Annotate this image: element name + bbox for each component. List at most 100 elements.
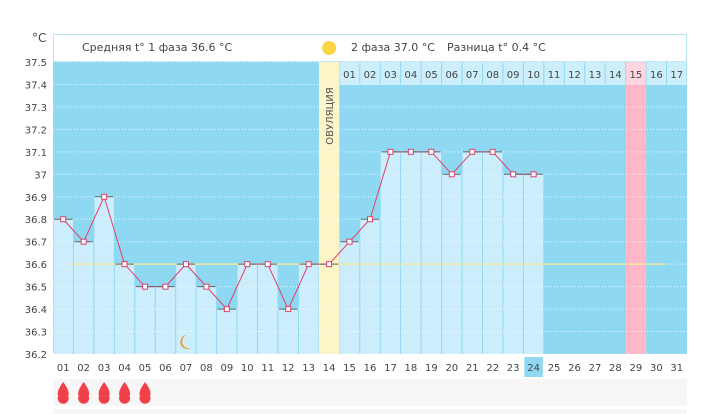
phase2-average: 2 фаза 37.0 °C [351,41,435,54]
x-day-label: 01 [57,363,70,374]
x-day-label: 25 [548,363,561,374]
x-day-label: 07 [180,363,193,374]
temperature-point [367,216,373,223]
phase2-day-label: 12 [568,70,581,81]
temperature-bar [217,309,237,354]
temperature-point [121,261,128,268]
temperature-bar [421,151,442,354]
temperature-bar [482,151,503,354]
x-day-label: 29 [630,363,643,374]
phase2-day-label: 03 [384,70,397,81]
phase2-day-label: 16 [650,70,663,81]
phase2-day-label: 13 [589,70,602,81]
temperature-line [62,151,534,311]
phase2-day-label: 07 [466,70,479,81]
y-tick-label: 36.3 [25,328,47,339]
phase2-day-cell [503,62,523,85]
temperature-bar [135,286,155,354]
temperature-point [305,261,312,268]
x-day-label: 19 [425,363,438,374]
phase2-day-label: 04 [405,70,418,81]
temperature-point [469,148,476,155]
phase2-day-cell [401,62,421,85]
phase2-day-label: 08 [486,70,499,81]
x-day-label: 06 [159,363,172,374]
sun-icon [322,41,337,55]
x-day-label: 28 [609,363,622,374]
blood-drop-icon [139,382,151,404]
temperature-point [510,171,517,178]
phase2-day-cell [442,62,462,85]
x-day-label: 24 [527,363,540,374]
phase2-day-cell [462,62,482,85]
ovulation-label: ОВУЛЯЦИЯ [325,87,336,145]
x-day-label: 21 [466,363,479,374]
y-tick-label: 37 [34,170,47,181]
temperature-point [407,148,414,155]
temperature-bar [462,151,482,354]
temperature-point [448,171,455,178]
x-day-label: 05 [139,363,152,374]
pink-column [625,62,647,354]
y-tick-label: 36.4 [25,305,47,316]
x-day-label: 11 [261,363,274,374]
phase2-day-label: 15 [630,70,643,81]
phase2-day-cell [482,62,503,85]
phase2-day-cell [421,62,442,85]
temperature-point [60,216,67,223]
x-day-label: 23 [507,363,520,374]
temperature-point [101,193,108,200]
x-day-label: 27 [589,363,602,374]
phase2-day-label: 05 [425,70,438,81]
y-tick-label: 36.2 [25,350,47,361]
blood-drop-icon [57,382,69,404]
temperature-point [80,238,87,245]
temperature-point [428,148,435,155]
temperature-point [489,148,496,155]
blood-drop-icon [119,382,131,404]
temperature-point [264,261,271,268]
temperature-bar [196,286,217,354]
y-tick-label: 37.1 [25,148,47,159]
phase2-day-cell [339,62,360,85]
y-tick-label: 36.9 [25,193,47,204]
symptom-row [53,379,687,406]
temperature-bar [360,219,380,354]
unit-label: °C [32,31,47,45]
y-tick-label: 37.3 [25,103,47,114]
phase2-day-label: 01 [343,70,356,81]
temperature-bar [380,151,401,354]
x-day-label: 26 [568,363,581,374]
x-day-label: 10 [241,363,254,374]
x-day-label: 20 [445,363,458,374]
temperature-bar [94,196,114,354]
phase-header: Средняя t° 1 фаза 36.6 °C 2 фаза 37.0 °C… [53,34,687,62]
symptom-row-2 [53,409,687,414]
phase1-average: Средняя t° 1 фаза 36.6 °C [82,41,233,54]
blood-drop-icon [98,382,110,404]
x-day-label: 17 [384,363,397,374]
x-day-label: 22 [486,363,499,374]
x-day-label: 03 [98,363,111,374]
temperature-point [530,171,537,178]
phase2-day-cell [605,62,626,85]
y-tick-label: 36.7 [25,238,47,249]
temperature-point [285,306,292,313]
phase2-day-cell [667,62,687,85]
phase2-day-cell [564,62,585,85]
temperature-bar [53,219,73,354]
phase2-day-label: 11 [548,70,561,81]
x-day-label: 31 [670,363,683,374]
temperature-bar [73,241,94,354]
x-day-label: 30 [650,363,663,374]
phase2-day-label: 10 [527,70,540,81]
phase2-day-cell [523,62,544,85]
x-day-label: 04 [118,363,131,374]
x-day-label: 15 [343,363,356,374]
phase2-day-label: 06 [445,70,458,81]
phase2-day-label: 02 [364,70,377,81]
y-tick-label: 36.8 [25,215,47,226]
temperature-point [346,238,353,245]
